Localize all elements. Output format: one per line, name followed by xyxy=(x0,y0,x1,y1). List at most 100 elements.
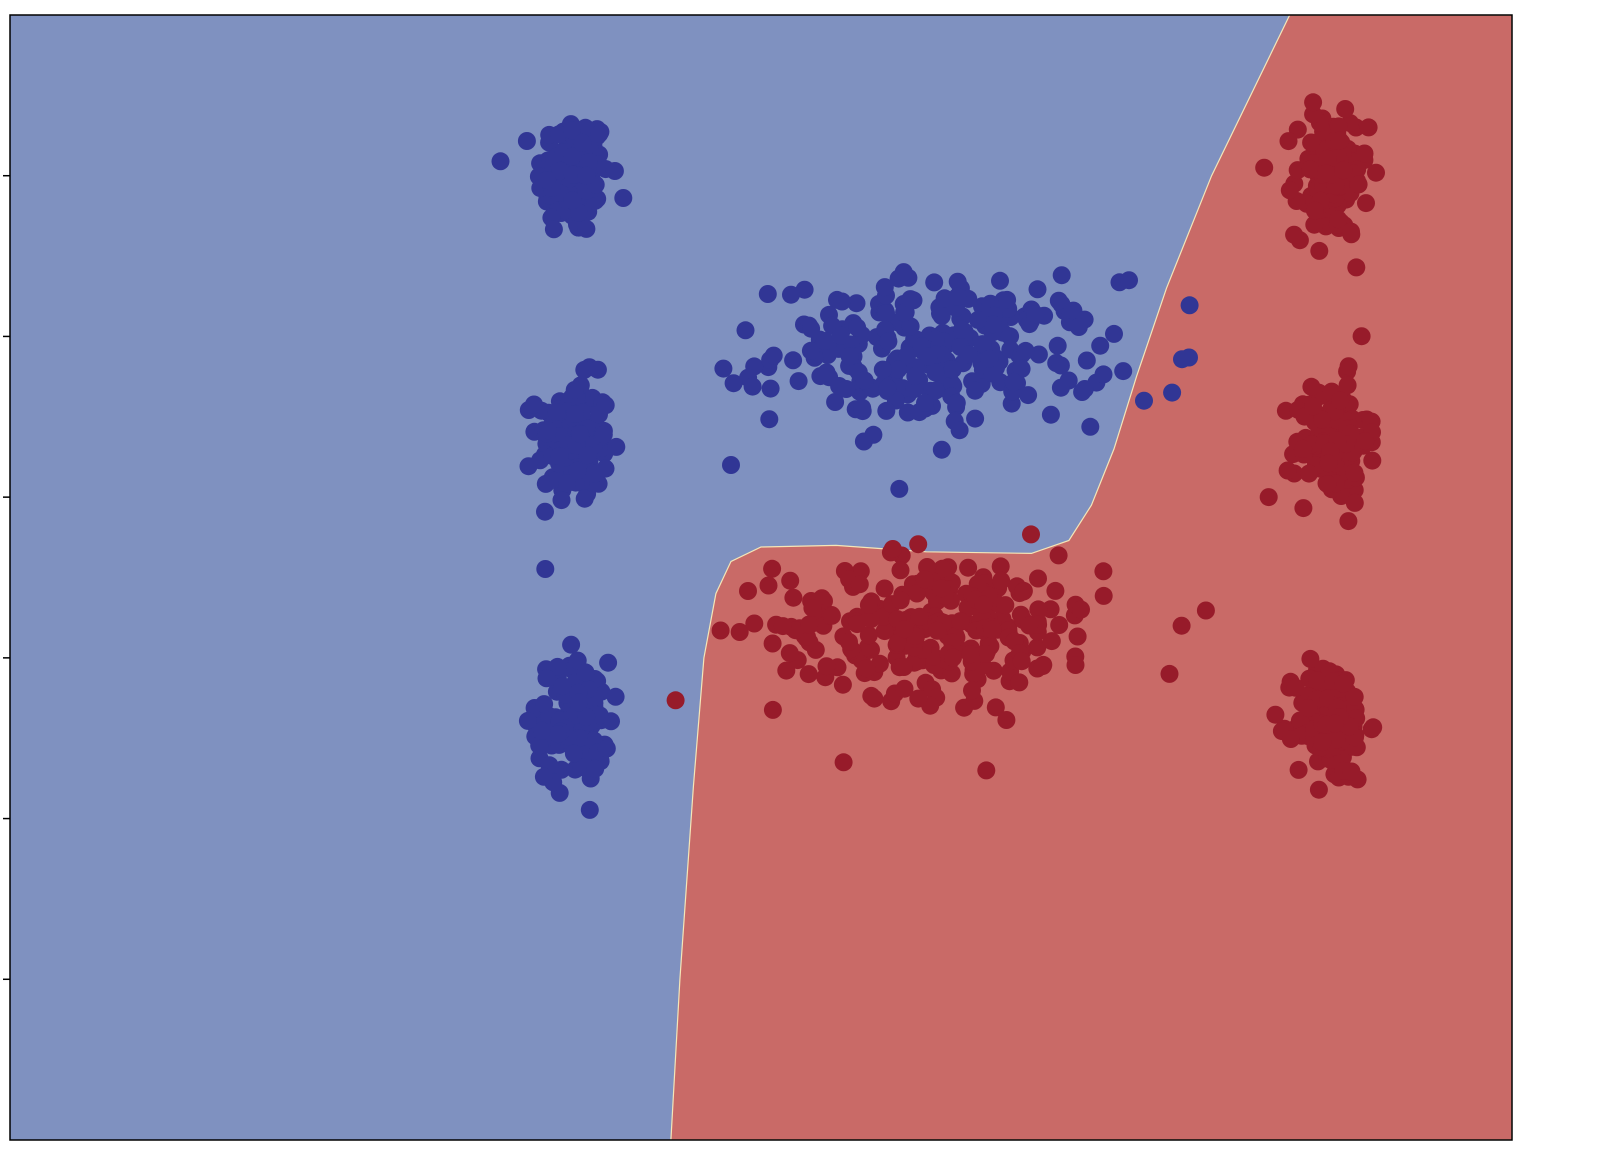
blue-data-point xyxy=(966,409,985,428)
red-data-point xyxy=(857,659,876,678)
red-data-point xyxy=(1338,376,1357,395)
blue-data-point xyxy=(566,405,584,423)
red-data-point xyxy=(1339,357,1358,376)
blue-data-point xyxy=(579,153,598,172)
blue-data-point xyxy=(491,152,510,171)
blue-data-point xyxy=(518,711,537,730)
red-data-point xyxy=(745,614,764,633)
red-data-point xyxy=(1339,512,1358,531)
red-data-point xyxy=(1028,638,1047,657)
blue-data-point xyxy=(578,446,597,465)
red-data-point xyxy=(817,657,836,676)
blue-data-point xyxy=(764,346,783,365)
blue-data-point xyxy=(575,360,594,379)
blue-data-point xyxy=(547,403,566,421)
red-data-point xyxy=(759,576,778,595)
red-data-point xyxy=(915,570,934,589)
blue-data-point xyxy=(1048,336,1067,355)
blue-data-point xyxy=(562,635,581,654)
blue-data-point xyxy=(1114,362,1133,381)
blue-data-point xyxy=(837,380,856,398)
blue-data-point xyxy=(597,739,616,758)
blue-data-point xyxy=(743,377,762,396)
red-data-point xyxy=(803,599,822,617)
red-data-point xyxy=(1355,144,1374,163)
red-data-point xyxy=(895,679,914,698)
red-data-point xyxy=(1294,439,1313,458)
red-data-point xyxy=(850,575,869,594)
blue-data-point xyxy=(817,363,836,382)
red-data-point xyxy=(1042,632,1061,651)
red-data-point xyxy=(1020,616,1039,635)
blue-data-point xyxy=(932,307,951,325)
red-data-point xyxy=(1331,391,1350,410)
red-data-point xyxy=(1345,687,1364,706)
blue-data-point xyxy=(875,278,894,297)
blue-data-point xyxy=(973,335,992,354)
blue-data-point xyxy=(724,374,743,393)
blue-data-point xyxy=(599,653,618,672)
red-data-point xyxy=(1301,649,1320,668)
blue-data-point xyxy=(577,166,596,185)
blue-data-point xyxy=(736,321,755,340)
red-data-point xyxy=(928,621,947,640)
blue-data-point xyxy=(925,273,944,292)
blue-data-point xyxy=(1052,266,1071,285)
blue-data-point xyxy=(1094,365,1113,384)
blue-data-point xyxy=(1012,359,1031,378)
red-data-point xyxy=(1304,93,1323,112)
blue-data-point xyxy=(784,351,803,370)
blue-data-point xyxy=(1016,341,1035,360)
red-data-point xyxy=(1334,674,1353,693)
red-data-point xyxy=(1345,493,1364,512)
blue-data-point xyxy=(596,459,615,478)
blue-data-point xyxy=(552,491,571,510)
blue-data-point xyxy=(947,393,966,412)
red-data-point xyxy=(961,645,980,664)
red-data-point xyxy=(763,700,782,719)
blue-data-point xyxy=(966,381,985,400)
blue-data-point xyxy=(1026,305,1045,324)
blue-data-point xyxy=(854,432,873,451)
blue-data-point xyxy=(877,401,896,420)
blue-data-point xyxy=(948,272,967,291)
red-data-point xyxy=(862,610,880,629)
red-data-point xyxy=(1160,664,1179,683)
blue-data-point xyxy=(588,360,607,379)
red-data-point xyxy=(1300,464,1318,483)
red-data-point xyxy=(1278,461,1297,480)
red-decision-region xyxy=(670,15,1512,1140)
red-data-point xyxy=(944,648,962,667)
red-data-point xyxy=(784,588,803,607)
red-data-point xyxy=(1329,117,1348,136)
red-data-point xyxy=(932,579,951,598)
red-data-point xyxy=(1050,616,1069,634)
blue-data-point xyxy=(1019,386,1038,405)
blue-data-point xyxy=(607,437,626,456)
blue-data-point xyxy=(525,395,543,414)
blue-data-point xyxy=(1051,378,1070,397)
blue-data-point xyxy=(577,219,596,238)
blue-data-point xyxy=(538,171,557,190)
blue-data-point xyxy=(761,379,780,398)
blue-data-point xyxy=(916,393,934,412)
blue-data-point xyxy=(1075,380,1094,398)
red-data-point xyxy=(1305,201,1324,220)
blue-data-point xyxy=(550,447,569,466)
blue-data-point xyxy=(596,396,615,415)
blue-data-point xyxy=(895,303,914,322)
blue-data-point xyxy=(984,315,1002,334)
red-data-point xyxy=(1266,705,1285,724)
red-data-point xyxy=(833,675,852,694)
red-data-point xyxy=(1317,164,1335,183)
red-data-point xyxy=(711,621,730,640)
blue-data-point xyxy=(901,317,920,336)
blue-data-point xyxy=(536,560,555,578)
blue-data-point xyxy=(1081,417,1100,436)
red-data-point xyxy=(1318,149,1337,168)
red-data-point xyxy=(1049,546,1068,565)
blue-data-point xyxy=(953,320,971,339)
red-data-point xyxy=(1357,194,1375,213)
red-data-point xyxy=(1281,730,1300,748)
